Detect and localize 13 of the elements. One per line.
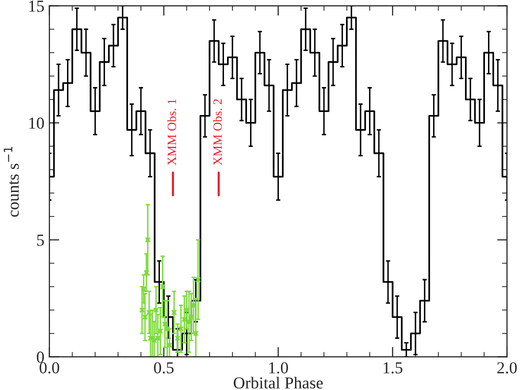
y-tick-label: 5 — [37, 234, 44, 246]
x-tick-label: 2.0 — [497, 362, 517, 374]
x-tick-label: 1.0 — [269, 362, 288, 374]
x-tick-label: 0.0 — [40, 362, 60, 374]
annotation: XMM Obs. 1 — [167, 99, 176, 166]
annotation: XMM Obs. 2 — [213, 99, 222, 166]
y-tick-label: 15 — [29, 0, 44, 12]
y-axis-title: counts s$^{−1}$ — [4, 146, 19, 217]
x-axis-title: Orbital Phase — [234, 376, 323, 389]
y-tick-label: 10 — [29, 118, 44, 129]
y-tick-label: 0 — [36, 352, 44, 363]
x-tick-label: 0.5 — [154, 362, 174, 374]
x-tick-label: 1.5 — [384, 362, 402, 374]
